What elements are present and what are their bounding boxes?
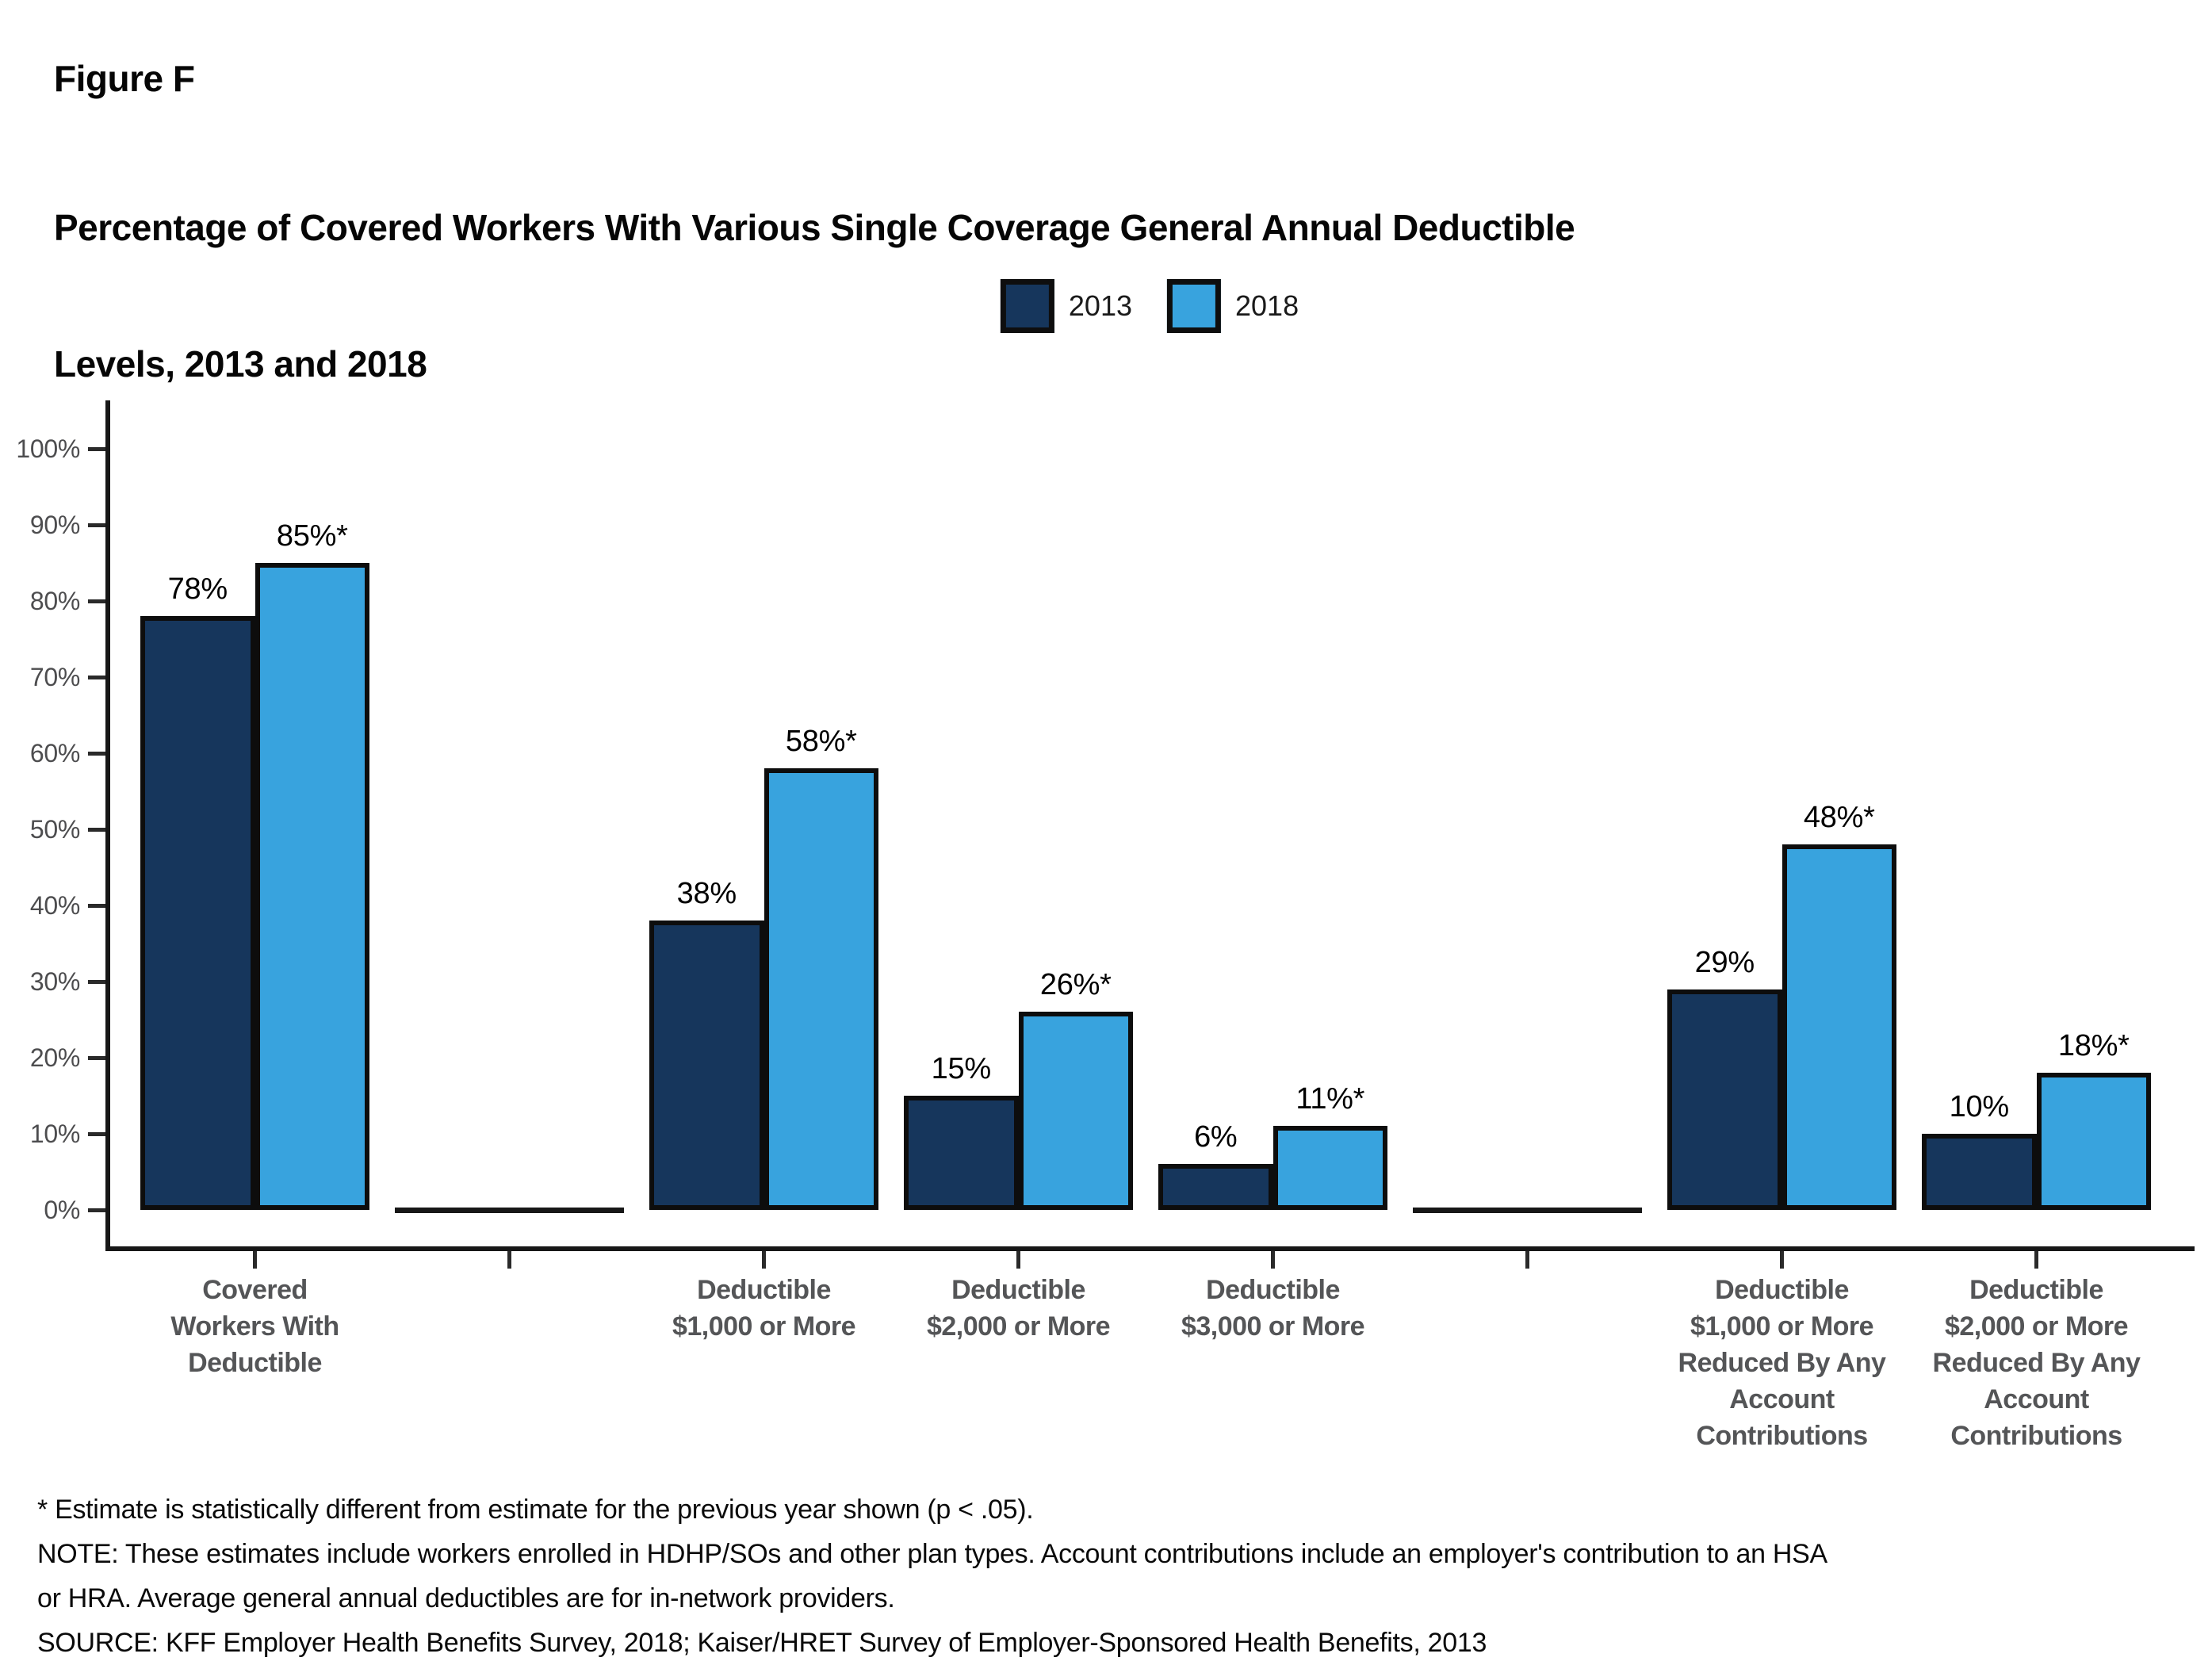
figure-title: Percentage of Covered Workers With Vario…	[54, 125, 1575, 466]
bar-2013	[649, 921, 764, 1210]
y-tick-label: 30%	[29, 967, 80, 996]
y-tick	[88, 523, 105, 527]
bar-2018	[1781, 844, 1896, 1210]
x-tick	[1016, 1251, 1020, 1269]
bar-2018	[254, 563, 369, 1210]
x-tick	[1525, 1251, 1529, 1269]
figure-label: Figure F	[54, 58, 195, 99]
bar-2013	[140, 616, 255, 1210]
y-tick-label: 40%	[29, 891, 80, 920]
figure-title-line-1: Percentage of Covered Workers With Vario…	[54, 207, 1575, 248]
bar-value-label: 18%*	[2057, 1029, 2130, 1063]
bar-value-label: 26%*	[1039, 968, 1112, 1002]
bar-value-label: 85%*	[276, 519, 348, 553]
category-label: Deductible $2,000 or More Reduced By Any…	[1932, 1275, 2141, 1451]
y-tick-label: 70%	[29, 663, 80, 691]
y-tick-label: 0%	[44, 1196, 80, 1224]
y-tick	[88, 1132, 105, 1136]
bar-2013	[904, 1096, 1019, 1210]
zero-baseline-segment	[395, 1208, 624, 1213]
category-label: Deductible $2,000 or More	[926, 1275, 1111, 1342]
y-tick-label: 60%	[29, 739, 80, 767]
y-tick-label: 20%	[29, 1043, 80, 1072]
legend-item-2018: 2018	[1167, 279, 1299, 333]
footnote-source: SOURCE: KFF Employer Health Benefits Sur…	[37, 1628, 1487, 1658]
x-tick	[1271, 1251, 1275, 1269]
x-tick	[762, 1251, 766, 1269]
zero-baseline-segment	[1413, 1208, 1642, 1213]
y-tick-label: 90%	[29, 511, 80, 539]
y-tick-label: 10%	[29, 1120, 80, 1148]
y-tick	[88, 447, 105, 451]
footnote-note-line-2: or HRA. Average general annual deductibl…	[37, 1583, 895, 1613]
y-tick-label: 80%	[29, 587, 80, 615]
bar-2013	[1667, 989, 1782, 1210]
category-label: Deductible $1,000 or More	[672, 1275, 856, 1342]
legend-label-2013: 2013	[1068, 289, 1132, 322]
bar-value-label: 10%	[1949, 1090, 2009, 1123]
bar-2013	[1922, 1134, 2037, 1210]
y-tick-label: 50%	[29, 815, 80, 844]
category-label: Deductible $3,000 or More	[1181, 1275, 1365, 1342]
bar-2013	[1158, 1164, 1273, 1210]
y-tick	[88, 752, 105, 756]
x-axis-line	[105, 1246, 2195, 1251]
x-tick	[2034, 1251, 2038, 1269]
footnote-note-line-1: NOTE: These estimates include workers en…	[37, 1539, 1827, 1569]
y-tick-label: 100%	[16, 434, 80, 463]
category-label: Deductible $1,000 or More Reduced By Any…	[1678, 1275, 1886, 1451]
chart-legend: 2013 2018	[1000, 279, 1299, 333]
bar-value-label: 6%	[1194, 1120, 1238, 1154]
legend-swatch-2013	[1000, 279, 1054, 333]
figure-title-line-2: Levels, 2013 and 2018	[54, 343, 427, 385]
footnote-asterisk: * Estimate is statistically different fr…	[37, 1495, 1034, 1525]
legend-label-2018: 2018	[1235, 289, 1299, 322]
y-tick	[88, 904, 105, 908]
y-tick	[88, 599, 105, 603]
y-tick	[88, 676, 105, 679]
category-label: Covered Workers With Deductible	[170, 1275, 339, 1378]
bar-value-label: 48%*	[1803, 801, 1875, 835]
bar-value-label: 11%*	[1295, 1082, 1365, 1116]
bar-2018	[2036, 1073, 2151, 1210]
bar-value-label: 29%	[1694, 945, 1755, 979]
y-tick	[88, 1208, 105, 1212]
bar-value-label: 58%*	[785, 725, 857, 759]
legend-swatch-2018	[1167, 279, 1221, 333]
bar-2018	[1018, 1012, 1133, 1210]
bar-2018	[763, 768, 878, 1210]
footnotes: * Estimate is statistically different fr…	[37, 1487, 1827, 1665]
legend-item-2013: 2013	[1000, 279, 1132, 333]
x-tick	[253, 1251, 257, 1269]
x-tick	[507, 1251, 511, 1269]
x-tick	[1780, 1251, 1784, 1269]
y-axis-line	[105, 400, 110, 1251]
bar-value-label: 15%	[931, 1052, 991, 1085]
y-tick	[88, 980, 105, 984]
y-tick	[88, 1056, 105, 1060]
y-tick	[88, 828, 105, 832]
bar-value-label: 78%	[167, 572, 228, 607]
bar-value-label: 38%	[676, 877, 737, 911]
bar-2018	[1272, 1126, 1387, 1210]
